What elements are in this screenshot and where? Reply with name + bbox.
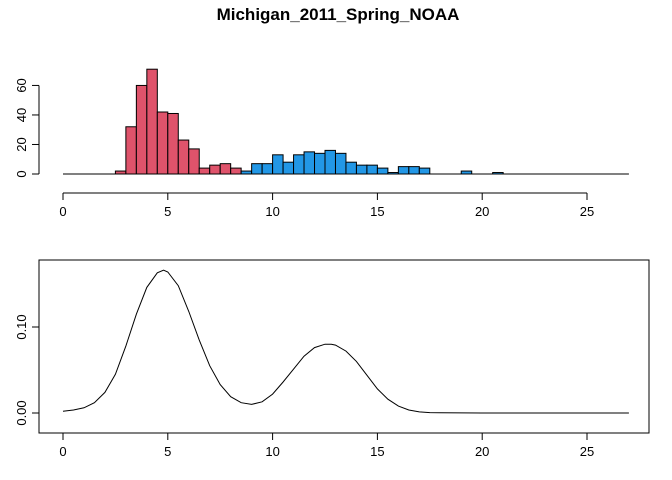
density-plot-box bbox=[38, 259, 650, 434]
histogram-bar bbox=[314, 152, 326, 175]
y-tick-label: 20 bbox=[14, 137, 29, 151]
y-tick-label: 60 bbox=[14, 78, 29, 92]
histogram-x-axis: 0 5 10 15 20 25 bbox=[59, 192, 594, 219]
histogram-bar bbox=[198, 167, 211, 175]
histogram-bar bbox=[251, 163, 263, 175]
histogram-bar bbox=[334, 152, 347, 175]
density-y-axis: 0.00 0.10 bbox=[14, 314, 40, 426]
histogram-bar bbox=[156, 111, 169, 175]
histogram-bars bbox=[114, 68, 504, 175]
density-curve bbox=[62, 269, 629, 414]
histogram-y-axis: 0 20 40 60 bbox=[14, 78, 40, 178]
histogram-bar bbox=[418, 167, 431, 175]
histogram-bar bbox=[125, 126, 137, 175]
histogram-bar bbox=[366, 164, 378, 175]
histogram-bar bbox=[282, 161, 295, 175]
x-tick-label: 5 bbox=[164, 444, 171, 459]
y-tick-label: 0 bbox=[14, 170, 29, 177]
histogram-bar bbox=[188, 148, 200, 175]
histogram-bar bbox=[261, 163, 274, 175]
histogram-bar bbox=[355, 164, 368, 175]
x-tick-label: 10 bbox=[265, 204, 279, 219]
x-tick-label: 0 bbox=[59, 204, 66, 219]
histogram-bar bbox=[135, 84, 148, 175]
x-tick-label: 20 bbox=[475, 444, 489, 459]
chart-title: Michigan_2011_Spring_NOAA bbox=[217, 5, 460, 24]
x-tick-label: 10 bbox=[265, 444, 279, 459]
y-tick-label: 0.00 bbox=[14, 400, 29, 425]
histogram-bar bbox=[167, 112, 179, 175]
histogram-bar bbox=[345, 161, 357, 175]
x-tick-label: 15 bbox=[370, 444, 384, 459]
histogram-bar bbox=[177, 139, 190, 175]
x-tick-label: 15 bbox=[370, 204, 384, 219]
x-tick-label: 20 bbox=[475, 204, 489, 219]
density-x-axis: 0 5 10 15 20 25 bbox=[59, 432, 594, 459]
histogram-bar bbox=[219, 163, 232, 175]
histogram-bar bbox=[397, 166, 410, 175]
histogram-bar bbox=[272, 154, 284, 175]
x-tick-label: 25 bbox=[580, 204, 594, 219]
histogram-bar bbox=[230, 167, 242, 175]
y-tick-label: 40 bbox=[14, 108, 29, 122]
histogram-bar bbox=[293, 154, 305, 175]
histogram-bar bbox=[376, 167, 389, 175]
histogram-bar bbox=[303, 151, 316, 175]
histogram-bar bbox=[209, 164, 221, 175]
histogram-bar bbox=[146, 68, 158, 175]
x-tick-label: 25 bbox=[580, 444, 594, 459]
histogram-bar bbox=[408, 166, 420, 175]
y-tick-label: 0.10 bbox=[14, 314, 29, 339]
x-tick-label: 5 bbox=[164, 204, 171, 219]
x-tick-label: 0 bbox=[59, 444, 66, 459]
histogram-bar bbox=[324, 149, 336, 175]
